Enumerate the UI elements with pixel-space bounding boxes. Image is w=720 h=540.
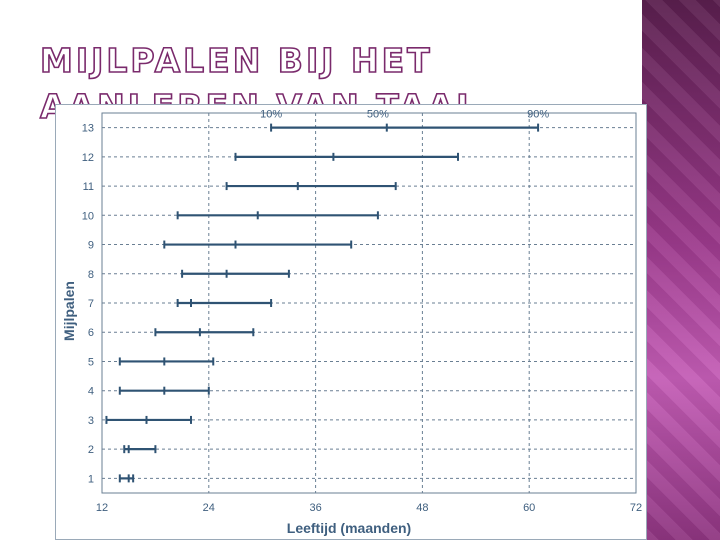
y-tick-label: 10 <box>82 210 94 222</box>
y-tick-label: 7 <box>88 298 94 310</box>
y-tick-label: 12 <box>82 152 94 164</box>
x-tick-label: 24 <box>203 502 215 514</box>
y-axis-title: Mijlpalen <box>61 281 77 341</box>
chart-frame: 12 24 36 48 60 72 1 2 3 4 5 6 7 8 9 10 11 12 13 10% 50% 90% Le… <box>55 104 647 540</box>
y-tick-label: 1 <box>88 473 94 485</box>
x-tick-label: 12 <box>96 502 108 514</box>
percentile-label: 90% <box>527 109 549 121</box>
x-tick-label: 48 <box>416 502 428 514</box>
y-tick-label: 3 <box>88 415 94 427</box>
y-tick-label: 9 <box>88 240 94 252</box>
percentile-label: 10% <box>260 109 282 121</box>
y-tick-label: 6 <box>88 327 94 339</box>
y-tick-label: 4 <box>88 386 94 398</box>
y-tick-label: 5 <box>88 356 94 368</box>
y-tick-label: 13 <box>82 123 94 135</box>
percentile-label: 50% <box>367 109 389 121</box>
y-tick-label: 11 <box>83 181 94 193</box>
y-tick-label: 8 <box>88 269 94 281</box>
y-tick-label: 2 <box>88 444 94 456</box>
x-tick-label: 60 <box>523 502 535 514</box>
decorative-side-panel <box>642 0 720 540</box>
x-tick-label: 72 <box>630 502 642 514</box>
x-axis-title: Leeftijd (maanden) <box>287 520 411 536</box>
x-tick-label: 36 <box>309 502 321 514</box>
range-bars-layer <box>105 123 540 483</box>
